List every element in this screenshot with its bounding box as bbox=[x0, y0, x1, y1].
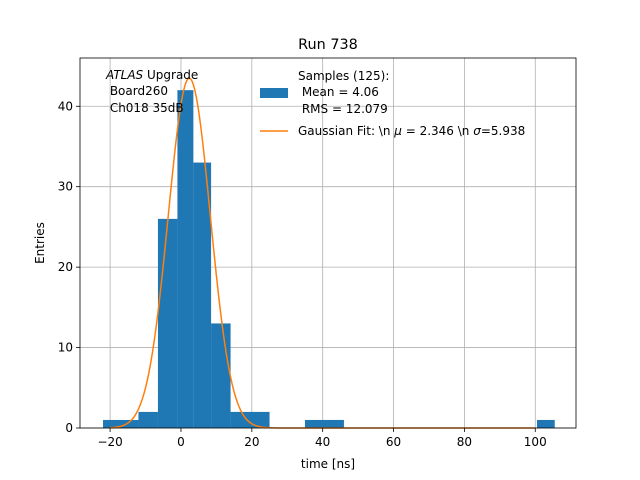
y-tick-label: 40 bbox=[58, 99, 73, 113]
x-tick-label: 100 bbox=[524, 435, 547, 449]
x-tick-label: 60 bbox=[386, 435, 401, 449]
x-tick-label: 80 bbox=[457, 435, 472, 449]
histogram-bar bbox=[138, 411, 158, 428]
x-tick-label: 0 bbox=[177, 435, 185, 449]
x-tick-label: 20 bbox=[244, 435, 259, 449]
x-tick-label: 40 bbox=[315, 435, 330, 449]
histogram-bar bbox=[304, 419, 344, 428]
y-tick-label: 30 bbox=[58, 180, 73, 194]
histogram-bar bbox=[537, 419, 555, 428]
y-axis-ticks: 0 10 20 30 40 bbox=[58, 99, 80, 435]
y-tick-label: 10 bbox=[58, 341, 73, 355]
histogram-bar bbox=[103, 419, 139, 428]
histogram-bar bbox=[193, 162, 212, 428]
board-label: Board260 bbox=[106, 84, 168, 98]
chart-title: Run 738 bbox=[298, 37, 358, 53]
legend-histogram-line-2: Mean = 4.06 bbox=[298, 85, 379, 99]
legend-fit-label: Gaussian Fit: \n μ = 2.346 \n σ=5.938 bbox=[298, 124, 525, 138]
legend-histogram-line-1: Samples (125): bbox=[298, 69, 389, 83]
histogram-bar bbox=[211, 323, 231, 428]
y-tick-label: 0 bbox=[65, 421, 73, 435]
atlas-annotation: ATLAS Upgrade Board260 Ch018 35dB bbox=[105, 68, 198, 115]
y-axis-label: Entries bbox=[33, 222, 47, 264]
x-axis-label: time [ns] bbox=[301, 457, 355, 471]
legend: Samples (125): Mean = 4.06 RMS = 12.079 … bbox=[260, 69, 525, 138]
upgrade-label: Upgrade bbox=[143, 68, 198, 82]
y-tick-label: 20 bbox=[58, 260, 73, 274]
atlas-label: ATLAS bbox=[105, 68, 144, 82]
histogram-bar bbox=[230, 411, 270, 428]
x-tick-label: −20 bbox=[97, 435, 122, 449]
histogram-bar bbox=[157, 218, 178, 428]
legend-histogram-swatch bbox=[260, 88, 288, 98]
x-axis-ticks: −20 0 20 40 60 80 100 bbox=[97, 428, 547, 449]
legend-histogram-line-3: RMS = 12.079 bbox=[298, 102, 388, 116]
svg-text:ATLAS Upgrade: ATLAS Upgrade bbox=[105, 68, 198, 82]
histogram-bar bbox=[177, 90, 194, 428]
channel-label: Ch018 35dB bbox=[106, 101, 184, 115]
plot-frame bbox=[79, 57, 577, 429]
